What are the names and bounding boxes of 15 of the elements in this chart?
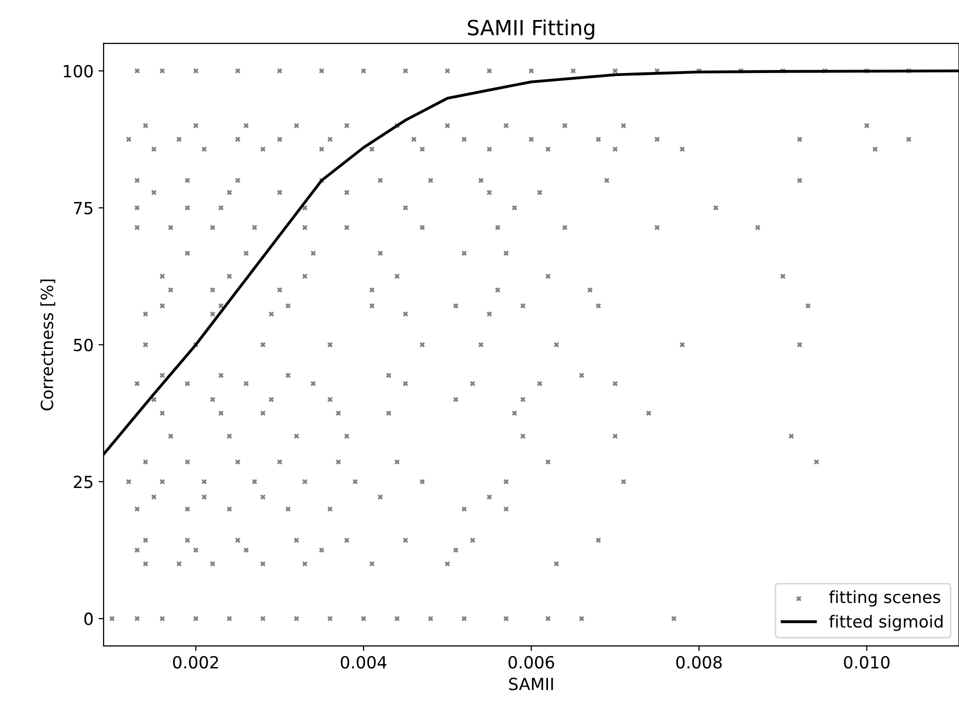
legend-label: fitting scenes (829, 590, 940, 607)
y-tick-label: 75 (74, 202, 92, 214)
chart-title: SAMII Fitting (468, 19, 594, 40)
y-tick-label: 100 (64, 64, 93, 78)
x-tick-label: 0.002 (173, 656, 218, 669)
x-tick-label: 0.010 (844, 656, 890, 669)
x-axis-title: SAMII (509, 678, 553, 690)
x-tick-label: 0.004 (340, 656, 386, 669)
y-tick-label: 50 (74, 338, 93, 352)
y-tick-label: 0 (84, 612, 93, 626)
y-tick-label: 25 (74, 476, 92, 488)
y-axis-title: Correctness [%] (40, 280, 56, 410)
x-tick-label: 0.008 (676, 656, 722, 669)
x-tick-label: 0.006 (508, 656, 554, 669)
legend-label: fitted sigmoid (829, 614, 942, 631)
